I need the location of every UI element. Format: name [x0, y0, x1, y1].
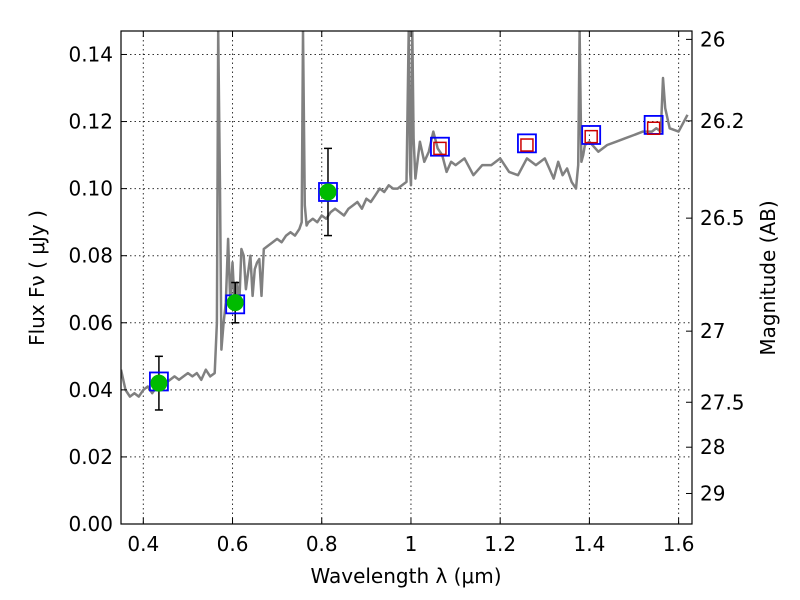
upper-squares: [433, 121, 661, 156]
upper-square: [433, 141, 447, 156]
y2-tick-label: 26.2: [700, 109, 745, 133]
spectrum-line: [121, 31, 689, 398]
y2-tick-label: 26: [700, 27, 725, 51]
y2-tick-label: 29: [700, 481, 725, 505]
y2-axis-label: Magnitude (AB): [756, 200, 780, 355]
model-square: [581, 125, 602, 145]
y-tick-label: 0.08: [68, 244, 113, 268]
x-tick-label: 0.8: [306, 532, 338, 556]
photometry-point: [150, 374, 168, 392]
y2-tick-label: 26.5: [700, 206, 745, 230]
y-tick-label: 0.04: [68, 378, 113, 402]
x-tick-label: 0.4: [127, 532, 159, 556]
x-tick-label: 1.2: [484, 532, 516, 556]
model-square: [318, 182, 338, 202]
y2-tick-label: 27: [700, 319, 725, 343]
plot-frame: [120, 30, 693, 525]
y-tick-label: 0.14: [68, 42, 113, 66]
model-square: [517, 133, 537, 154]
plot-area: [121, 31, 689, 411]
photometry-points: [150, 183, 337, 392]
y-tick-label: 0.02: [68, 445, 113, 469]
x-tick-label: 1.6: [663, 532, 695, 556]
y-tick-label: 0.06: [68, 311, 113, 335]
photometry-point: [319, 183, 337, 201]
ticks: 0.4 0.6 0.8 1 1.2 1.4 1.6 0.00 0.02 0.04 0.06 0.08 0…: [68, 27, 744, 556]
y-tick-label: 0.12: [68, 110, 113, 134]
y2-tick-label: 28: [700, 435, 725, 459]
x-axis-label: Wavelength λ (μm): [310, 564, 501, 588]
model-square: [430, 136, 450, 157]
x-tick-label: 1: [405, 532, 418, 556]
y-tick-label: 0.00: [68, 512, 113, 536]
upper-square: [646, 121, 661, 136]
photometry-point: [226, 294, 244, 312]
upper-square: [520, 138, 534, 152]
upper-square: [584, 129, 598, 144]
x-tick-label: 0.6: [217, 532, 249, 556]
x-tick-label: 1.4: [573, 532, 605, 556]
y-tick-label: 0.10: [68, 177, 113, 201]
y-axis-label: Flux Fν ( μJy ): [25, 210, 49, 346]
y2-tick-label: 27.5: [700, 390, 745, 414]
